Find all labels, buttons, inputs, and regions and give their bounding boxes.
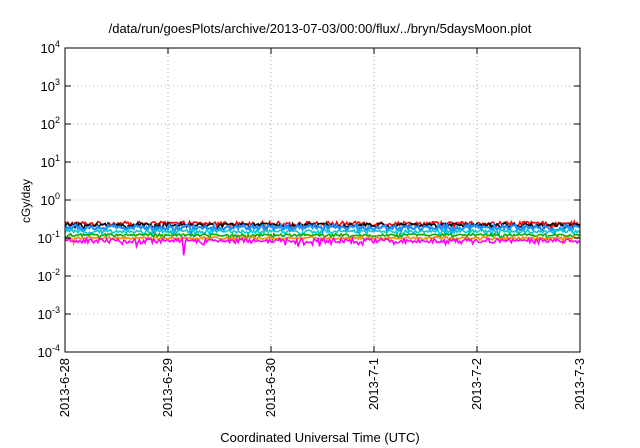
y-tick-label: 102 — [41, 115, 60, 132]
x-tick-label: 2013-6-29 — [160, 358, 175, 417]
x-tick-label: 2013-7-2 — [469, 358, 484, 410]
y-tick-label: 103 — [41, 77, 60, 94]
y-axis-label: cGy/day — [19, 178, 33, 224]
x-tick-label: 2013-6-28 — [57, 358, 72, 417]
series-group — [64, 219, 581, 256]
plot-frame — [64, 47, 581, 353]
chart-title: /data/run/goesPlots/archive/2013-07-03/0… — [108, 21, 532, 36]
x-tick-label: 2013-6-30 — [263, 358, 278, 417]
x-axis-label: Coordinated Universal Time (UTC) — [220, 430, 420, 445]
x-tick-label: 2013-7-1 — [366, 358, 381, 410]
series-line — [64, 227, 581, 239]
y-tick-label: 100 — [41, 191, 60, 208]
y-tick-label: 101 — [41, 153, 60, 170]
y-tick-label: 10-4 — [38, 343, 60, 360]
series-line — [64, 222, 581, 238]
y-tick-label: 104 — [41, 39, 60, 56]
y-tick-label: 10-3 — [38, 305, 60, 322]
x-tick-label: 2013-7-3 — [572, 358, 587, 410]
y-tick-label: 10-2 — [38, 267, 60, 284]
series-line — [64, 236, 581, 256]
grid — [65, 48, 580, 352]
y-tick-label: 10-1 — [38, 229, 60, 246]
series-line — [64, 232, 581, 243]
ticks: 10-4 10-3 10-2 10-1 100 101 102 103 104 2013-6-28… — [38, 39, 587, 417]
